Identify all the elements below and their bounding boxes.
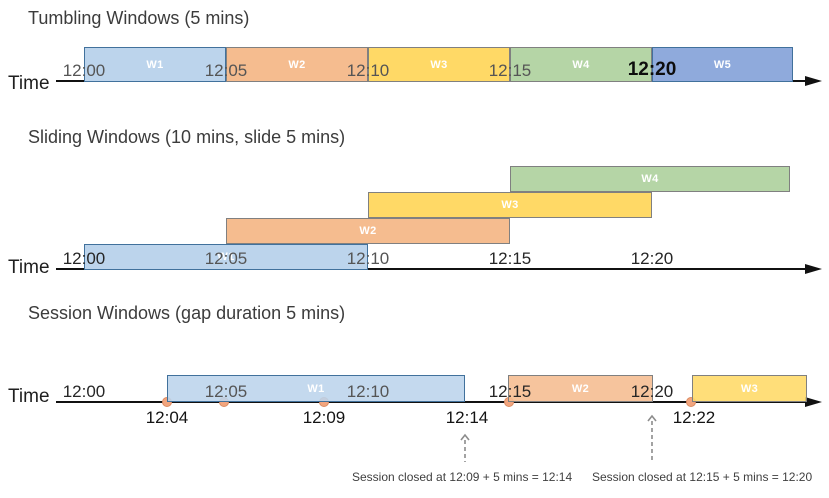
window-label: W3	[501, 199, 519, 211]
window-label: W1	[146, 58, 164, 71]
session-title: Session Windows (gap duration 5 mins)	[28, 303, 346, 323]
session-window-w2: W2	[508, 375, 653, 402]
session-closed-annotation-2: Session closed at 12:15 + 5 mins = 12:20	[592, 470, 813, 484]
sliding-window-w4: W4	[510, 166, 790, 192]
window-label: W1	[217, 251, 235, 263]
event-time-label-12-04: 12:04	[145, 408, 189, 427]
sliding-tick-12-00: 12:00	[62, 249, 106, 268]
window-label: W4	[641, 173, 659, 185]
session-tick-12-05: 12:05	[204, 382, 248, 401]
window-label: W1	[307, 382, 325, 395]
window-label: W2	[359, 225, 377, 237]
tumbling-time-axis-label: Time	[8, 73, 50, 94]
sliding-tick-12-10: 12:10	[346, 249, 390, 268]
window-label: W2	[288, 58, 306, 71]
session-tick-12-00: 12:00	[62, 382, 106, 401]
tumbling-window-w1: W1	[84, 47, 226, 82]
session-tick-12-15: 12:15	[488, 382, 532, 401]
sliding-axis-arrowhead-icon	[805, 264, 822, 274]
session-axis-arrowhead-icon	[805, 397, 822, 407]
dashed-arrow-up-icon	[647, 414, 657, 463]
tumbling-axis-arrowhead-icon	[805, 76, 822, 86]
event-time-label-12-14: 12:14	[445, 408, 489, 427]
sliding-tick-12-20: 12:20	[630, 249, 674, 268]
tumbling-tick-12-00: 12:00	[62, 61, 106, 80]
sliding-title: Sliding Windows (10 mins, slide 5 mins)	[28, 127, 346, 147]
sliding-window-w2: W2	[226, 218, 510, 244]
session-window-w1: W1	[167, 375, 465, 402]
sliding-window-w3: W3	[368, 192, 652, 218]
tumbling-window-w5: W5	[652, 47, 793, 82]
event-dot	[686, 397, 696, 407]
tumbling-window-w3: W3	[368, 47, 510, 82]
window-label: W5	[713, 58, 732, 71]
event-time-label-12-22: 12:22	[672, 408, 716, 427]
tumbling-tick-12-15: 12:15	[488, 61, 532, 80]
sliding-tick-12-15: 12:15	[488, 249, 532, 268]
tumbling-window-w4: W4	[510, 47, 652, 82]
window-label: W3	[740, 382, 759, 395]
event-time-label-12-09: 12:09	[302, 408, 346, 427]
session-time-axis-label: Time	[8, 386, 50, 407]
sliding-time-axis-label: Time	[8, 257, 50, 278]
tumbling-tick-12-10: 12:10	[346, 61, 390, 80]
tumbling-title: Tumbling Windows (5 mins)	[28, 8, 250, 28]
tumbling-window-w2: W2	[226, 47, 368, 82]
sliding-window-w1: W1	[84, 244, 368, 270]
session-tick-12-20: 12:20	[630, 382, 674, 401]
session-closed-annotation-1: Session closed at 12:09 + 5 mins = 12:14	[352, 470, 573, 484]
tumbling-tick-12-20: 12:20	[627, 59, 677, 80]
sliding-time-axis	[56, 268, 806, 270]
window-label: W4	[572, 58, 590, 71]
dashed-arrow-up-icon	[460, 433, 470, 462]
session-time-axis	[56, 401, 806, 403]
window-label: W2	[571, 382, 590, 395]
session-window-w3: W3	[692, 375, 807, 402]
tumbling-tick-12-05: 12:05	[204, 61, 248, 80]
sliding-tick-12-05: 12:05	[204, 249, 248, 268]
window-label: W3	[430, 58, 448, 71]
session-tick-12-10: 12:10	[346, 382, 390, 401]
